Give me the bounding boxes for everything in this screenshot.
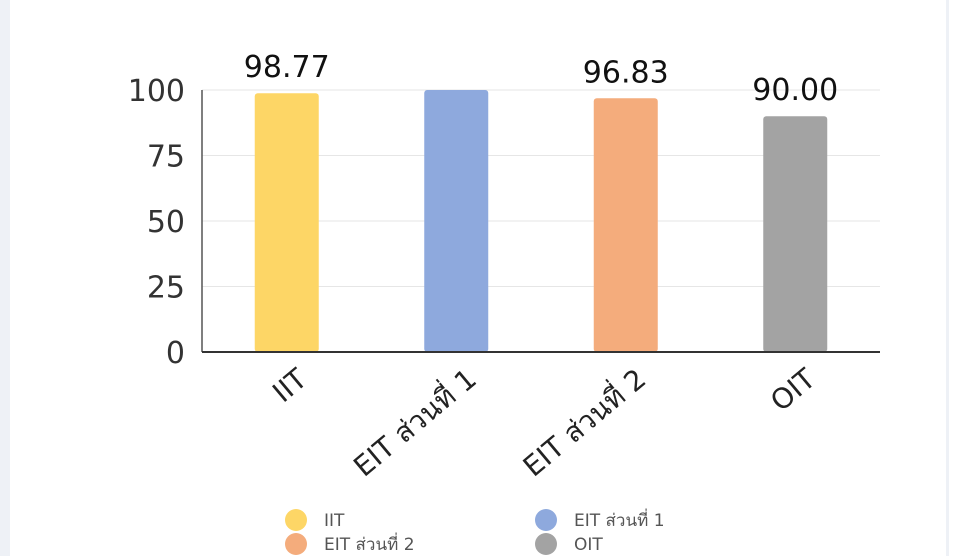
data-label: 98.77 xyxy=(244,50,330,85)
x-axis-labels: IIT EIT ส่วนที่ 1 EIT ส่วนที่ 2 OIT xyxy=(266,360,822,483)
x-tick-label: EIT ส่วนที่ 1 xyxy=(345,360,482,483)
y-tick-label: 25 xyxy=(147,271,185,306)
y-tick-label: 100 xyxy=(128,74,185,109)
data-label: 96.83 xyxy=(583,55,669,90)
y-tick-label: 0 xyxy=(166,336,185,371)
legend-swatch xyxy=(535,533,557,555)
legend-label: EIT ส่วนที่ 2 xyxy=(324,532,415,555)
bar xyxy=(254,93,319,353)
legend-swatch xyxy=(285,509,307,531)
axes xyxy=(201,90,880,353)
x-tick-label: OIT xyxy=(764,362,822,418)
bars xyxy=(254,90,828,353)
y-tick-label: 75 xyxy=(147,140,185,175)
legend-swatch xyxy=(285,533,307,555)
data-labels: 98.77 96.83 90.00 xyxy=(244,50,838,108)
bar xyxy=(763,116,828,352)
right-panel-border xyxy=(946,0,949,556)
legend-label: EIT ส่วนที่ 1 xyxy=(574,508,665,531)
legend-label: IIT xyxy=(324,511,345,531)
legend: IIT EIT ส่วนที่ 1 EIT ส่วนที่ 2 OIT xyxy=(285,508,665,555)
y-axis-ticks: 0 25 50 75 100 xyxy=(128,74,185,371)
x-tick-label: EIT ส่วนที่ 2 xyxy=(515,360,652,483)
y-tick-label: 50 xyxy=(147,205,185,240)
bar xyxy=(593,98,658,353)
data-label: 90.00 xyxy=(752,73,838,108)
left-panel-strip xyxy=(0,0,10,556)
legend-swatch xyxy=(535,509,557,531)
legend-label: OIT xyxy=(574,535,603,555)
x-tick-label: IIT xyxy=(266,362,314,409)
bar xyxy=(424,90,489,352)
